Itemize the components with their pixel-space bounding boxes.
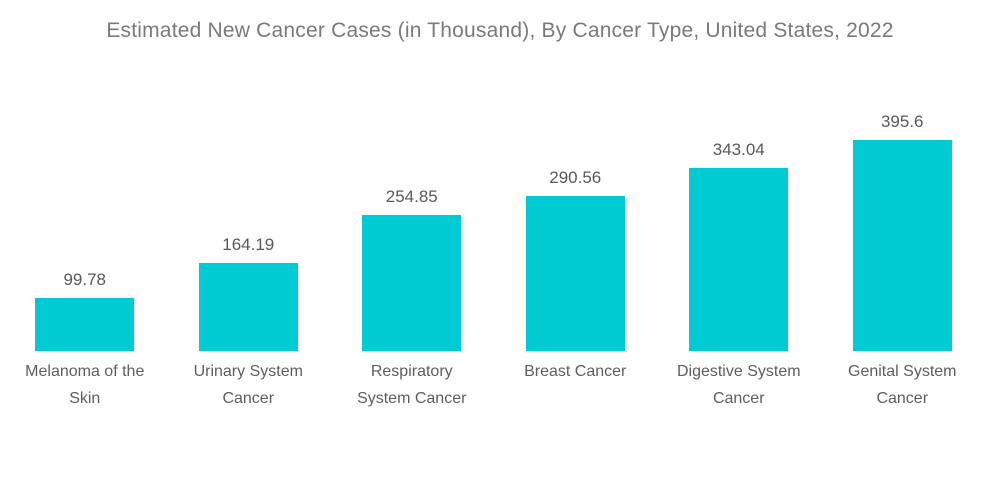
bar xyxy=(525,196,625,351)
category-label: Melanoma of the Skin xyxy=(25,358,144,412)
category-label-line: Digestive System xyxy=(676,363,801,380)
bar-area: 290.56 xyxy=(525,40,625,351)
category-label-line: Genital System xyxy=(848,363,957,380)
bar-column: 164.19 Urinary System Cancer xyxy=(167,40,331,412)
bar-column: 343.04 Digestive System Cancer xyxy=(657,40,821,412)
bar xyxy=(852,140,952,351)
bar-value-label: 343.04 xyxy=(712,140,765,159)
category-label: Breast Cancer xyxy=(524,358,626,385)
bar xyxy=(198,263,298,351)
chart-title: Estimated New Cancer Cases (in Thousand)… xyxy=(106,19,894,42)
category-label-line: Skin xyxy=(69,390,101,407)
bar-column: 254.85 Respiratory System Cancer xyxy=(330,40,494,412)
bar-area: 164.19 xyxy=(198,40,298,351)
bar-value-label: 395.6 xyxy=(880,112,924,131)
bar-chart: 99.78 Melanoma of the Skin 164.19 Urinary Sy… xyxy=(3,40,984,412)
bar-column: 395.6 Genital System Cancer xyxy=(821,40,985,412)
category-label-line: Cancer xyxy=(712,390,765,407)
bar-area: 254.85 xyxy=(362,40,462,351)
bar-value-label: 164.19 xyxy=(222,235,275,254)
bar-value-label: 99.78 xyxy=(63,270,107,289)
bar-area: 395.6 xyxy=(852,40,952,351)
category-label: Digestive System Cancer xyxy=(677,358,801,412)
bar-column: 99.78 Melanoma of the Skin xyxy=(3,40,167,412)
category-label: Genital System Cancer xyxy=(848,358,956,412)
category-label-line: System Cancer xyxy=(357,390,467,407)
bar xyxy=(362,215,462,351)
bar-area: 343.04 xyxy=(689,40,789,351)
bar-area: 99.78 xyxy=(35,40,135,351)
category-label-line: Breast Cancer xyxy=(524,363,627,380)
category-label-line: Cancer xyxy=(222,390,275,407)
bar xyxy=(35,298,135,351)
bar-column: 290.56 Breast Cancer xyxy=(494,40,658,412)
category-label: Urinary System Cancer xyxy=(194,358,303,412)
category-label: Respiratory System Cancer xyxy=(357,358,466,412)
category-label-line: Cancer xyxy=(876,390,929,407)
category-label-line: Respiratory xyxy=(370,363,453,380)
bar xyxy=(689,168,789,351)
category-label-line: Urinary System xyxy=(193,363,303,380)
bar-value-label: 254.85 xyxy=(385,187,438,206)
bar-value-label: 290.56 xyxy=(549,168,602,187)
category-label-line: Melanoma of the xyxy=(25,363,145,380)
